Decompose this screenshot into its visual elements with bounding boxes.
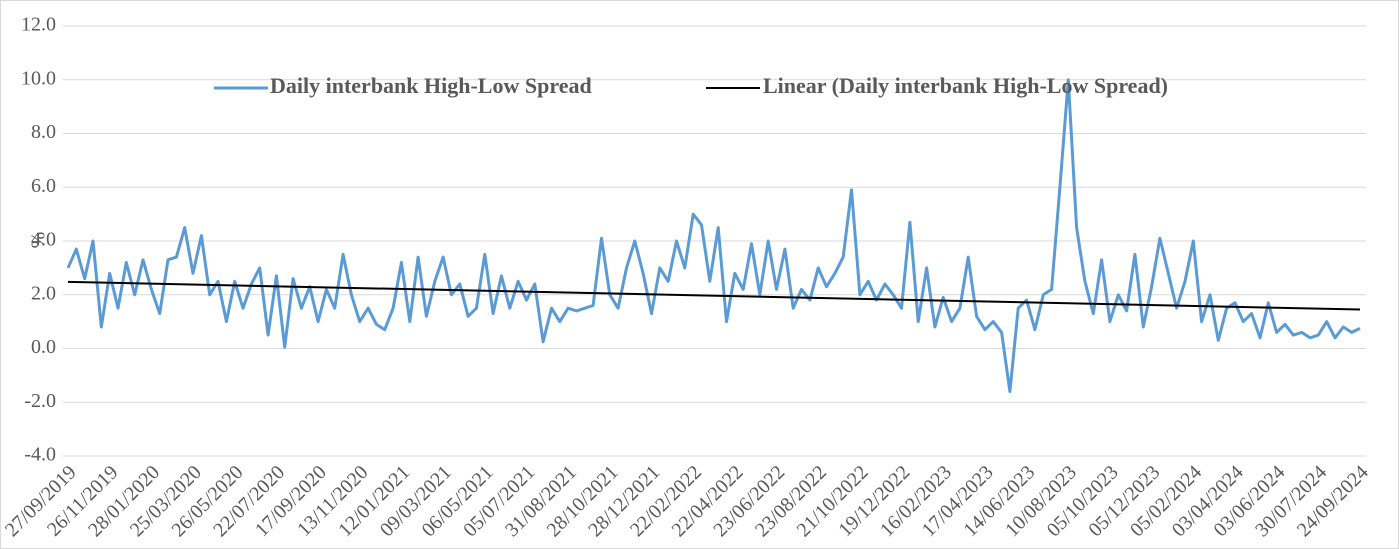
y-tick-label: 2.0 (31, 282, 56, 304)
y-tick-label: 8.0 (31, 121, 56, 143)
y-tick-label: 10.0 (21, 67, 56, 89)
y-tick-label: -4.0 (24, 444, 56, 466)
y-tick-label: 4.0 (31, 229, 56, 251)
legend-label: Daily interbank High-Low Spread (270, 73, 592, 98)
data-line (66, 78, 1361, 393)
legend-label: Linear (Daily interbank High-Low Spread) (763, 73, 1168, 98)
trend-line (67, 280, 1361, 311)
y-tick-label: -2.0 (24, 390, 56, 412)
y-axis-label: % (28, 232, 50, 249)
y-tick-label: 12.0 (21, 14, 56, 36)
y-tick-label: 6.0 (31, 175, 56, 197)
y-tick-label: 0.0 (31, 336, 56, 358)
